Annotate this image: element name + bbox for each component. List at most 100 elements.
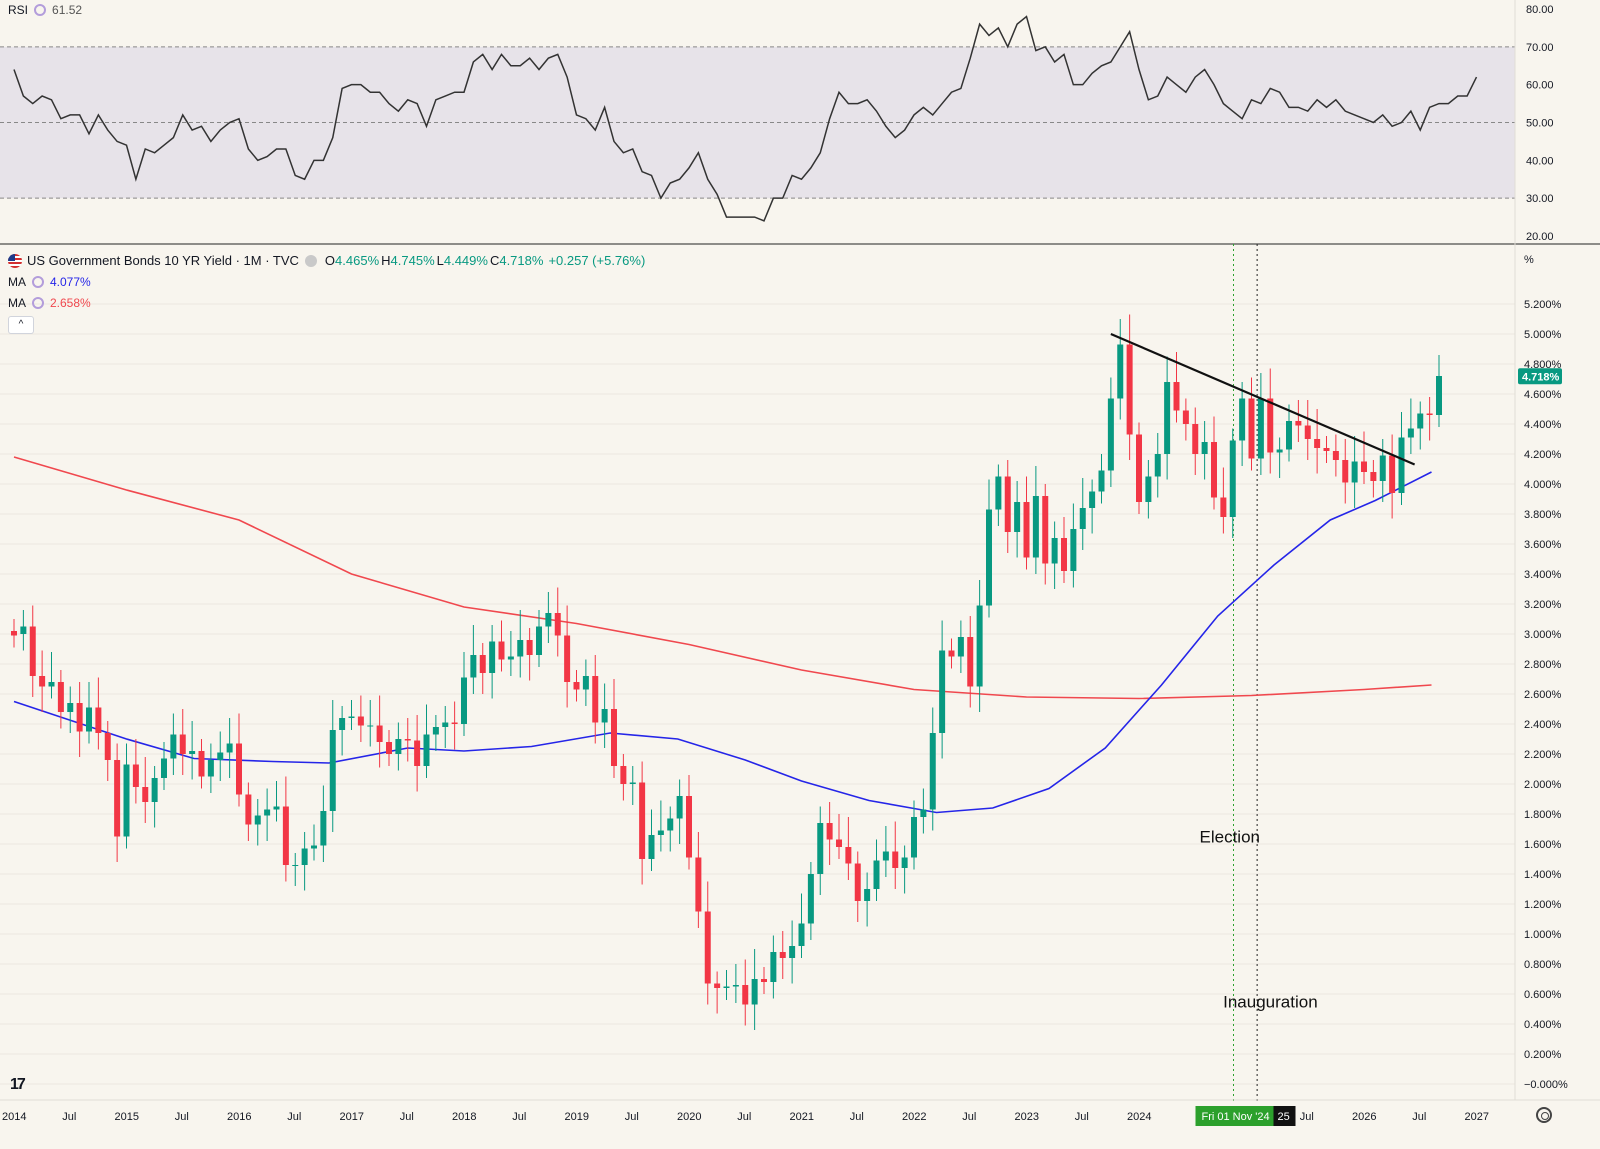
indicator-settings-icon[interactable]	[32, 276, 44, 288]
price-y-tick: −0.000%	[1524, 1079, 1568, 1091]
x-tick: 2021	[790, 1111, 814, 1123]
gear-icon[interactable]	[1536, 1107, 1552, 1123]
symbol-title[interactable]: US Government Bonds 10 YR Yield · 1M · T…	[27, 253, 299, 268]
main-legend: US Government Bonds 10 YR Yield · 1M · T…	[8, 253, 645, 268]
price-y-tick: 4.600%	[1524, 389, 1562, 401]
price-y-tick: 3.800%	[1524, 509, 1562, 521]
x-tick: 2022	[902, 1111, 926, 1123]
x-tick: 2027	[1465, 1111, 1489, 1123]
candle-body	[1211, 442, 1217, 498]
candle-body	[1014, 502, 1021, 532]
candle-body	[554, 613, 561, 636]
candle-body	[1295, 421, 1302, 426]
candle-body	[967, 637, 974, 687]
candle-body	[1304, 425, 1311, 439]
candle-body	[339, 718, 346, 730]
price-y-tick: 0.200%	[1524, 1049, 1562, 1061]
candle-body	[1370, 472, 1377, 481]
candle-body	[929, 733, 936, 810]
rsi-y-tick: 20.00	[1526, 231, 1554, 243]
rsi-label: RSI	[8, 3, 29, 17]
ma-fast-line	[13, 471, 1432, 814]
indicator-settings-icon[interactable]	[34, 4, 47, 16]
crosshair-x-label: Fri 01 Nov '24	[1202, 1111, 1270, 1123]
candle-body	[179, 734, 186, 754]
price-y-tick: 0.800%	[1524, 959, 1562, 971]
x-tick: Jul	[175, 1111, 189, 1123]
x-tick: 2023	[1015, 1111, 1039, 1123]
candle-body	[489, 641, 496, 673]
price-y-tick: 4.800%	[1524, 359, 1562, 371]
visibility-icon[interactable]	[304, 254, 317, 267]
low-value: 4.449%	[443, 253, 488, 268]
candle-body	[854, 863, 861, 901]
x-tick: Jul	[1300, 1111, 1314, 1123]
crosshair-x-label: 25	[1278, 1111, 1290, 1123]
x-tick: Jul	[737, 1111, 751, 1123]
x-tick: 2026	[1352, 1111, 1376, 1123]
candle-body	[1192, 424, 1199, 454]
candle-body	[1061, 538, 1067, 571]
open-key: O	[324, 253, 336, 268]
candle-body	[1323, 448, 1330, 451]
candle-body	[1089, 491, 1096, 508]
candle-body	[76, 703, 83, 732]
indicator-settings-icon[interactable]	[32, 297, 44, 309]
price-y-tick: 4.200%	[1524, 449, 1562, 461]
candle-body	[1032, 496, 1039, 558]
candle-body	[1098, 470, 1105, 492]
candle-body	[1276, 449, 1283, 453]
candle-body	[470, 655, 477, 678]
candle-body	[695, 857, 702, 912]
x-tick: 2019	[565, 1111, 589, 1123]
candle-body	[1257, 398, 1264, 459]
candle-body	[1070, 529, 1077, 571]
candle-body	[920, 809, 927, 817]
candle-body	[1201, 442, 1208, 454]
candle-body	[714, 983, 721, 988]
candle-body	[629, 782, 636, 784]
x-tick: 2024	[1127, 1111, 1151, 1123]
candle-body	[29, 626, 36, 676]
candle-body	[264, 809, 271, 816]
candle-body	[789, 946, 796, 958]
ma-label: MA	[8, 296, 26, 310]
collapse-legend-button[interactable]: ^	[8, 316, 34, 334]
candle-body	[742, 985, 749, 1005]
candle-body	[1220, 497, 1227, 517]
rsi-line	[13, 15, 1478, 222]
price-y-tick: 1.600%	[1524, 839, 1562, 851]
candle-body	[939, 650, 946, 733]
rsi-y-tick: 40.00	[1526, 155, 1554, 167]
candle-body	[751, 979, 758, 1005]
x-tick: 2017	[340, 1111, 364, 1123]
candle-body	[526, 640, 533, 655]
candle-body	[1145, 476, 1152, 502]
candle-body	[1107, 398, 1114, 471]
price-y-tick: 2.400%	[1524, 719, 1562, 731]
candle-body	[1267, 398, 1274, 453]
candle-body	[1398, 437, 1405, 493]
candle-body	[826, 823, 833, 840]
candle-body	[1417, 413, 1424, 429]
rsi-y-tick: 30.00	[1526, 193, 1554, 205]
candle-body	[1126, 344, 1133, 435]
price-unit-label: %	[1524, 254, 1534, 266]
candle-body	[1136, 434, 1142, 502]
candle-body	[761, 979, 767, 982]
x-tick: Jul	[62, 1111, 76, 1123]
tradingview-logo[interactable]: 17	[10, 1076, 26, 1093]
candle-body	[1229, 440, 1236, 517]
candle-body	[161, 758, 167, 778]
open-value: 4.465%	[335, 253, 380, 268]
price-y-tick: 1.400%	[1524, 869, 1562, 881]
candle-body	[123, 764, 130, 837]
candle-body	[20, 626, 27, 634]
last-price-label: 4.718%	[1522, 371, 1560, 383]
candle-body	[639, 782, 646, 859]
candle-body	[882, 851, 889, 861]
low-key: L	[436, 253, 444, 268]
price-y-tick: 3.400%	[1524, 569, 1562, 581]
candle-body	[292, 865, 299, 866]
